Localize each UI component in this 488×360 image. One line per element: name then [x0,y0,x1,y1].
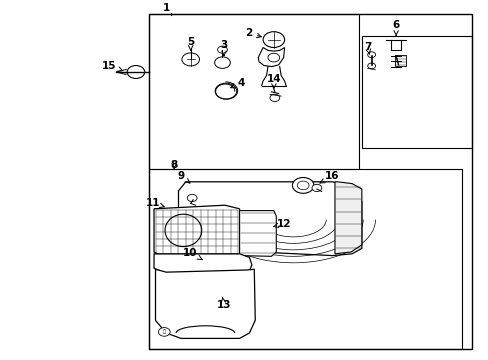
Bar [149,14,359,169]
Text: 12: 12 [273,219,290,229]
Bar [361,36,471,148]
Circle shape [367,52,375,58]
Text: 16: 16 [319,171,339,183]
Polygon shape [239,211,276,256]
Text: 1: 1 [163,3,169,13]
Text: ⓟ: ⓟ [163,329,165,334]
Text: 5: 5 [187,37,194,50]
Circle shape [217,46,227,53]
Circle shape [269,94,279,102]
Polygon shape [334,182,361,254]
Text: 2: 2 [244,28,261,38]
Text: 10: 10 [182,248,202,260]
Ellipse shape [164,214,201,247]
Circle shape [311,184,321,192]
Circle shape [127,66,144,78]
Circle shape [297,181,308,190]
Polygon shape [155,269,255,338]
Bar [394,55,405,66]
Circle shape [158,328,170,336]
Bar [149,169,461,349]
Bar [149,14,471,349]
Polygon shape [258,48,284,67]
Circle shape [292,177,313,193]
Circle shape [367,63,375,69]
Circle shape [263,32,284,48]
Polygon shape [154,205,246,272]
Text: 9: 9 [177,171,189,183]
Text: 7: 7 [363,42,371,55]
Polygon shape [178,182,361,256]
Text: 6: 6 [392,20,399,36]
Text: 14: 14 [266,74,281,88]
Circle shape [182,53,199,66]
Text: 11: 11 [145,198,164,208]
Circle shape [187,194,197,202]
Text: 3: 3 [220,40,227,55]
Text: 15: 15 [102,60,122,71]
Text: 8: 8 [170,160,177,170]
Circle shape [214,57,230,68]
Text: 13: 13 [216,297,231,310]
Text: 4: 4 [230,78,244,88]
Polygon shape [154,254,251,274]
